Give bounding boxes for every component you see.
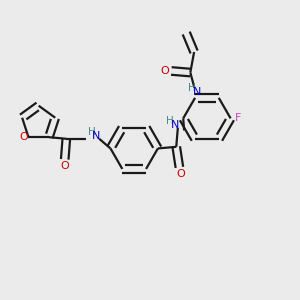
Text: H: H <box>188 83 196 93</box>
Text: N: N <box>170 120 179 130</box>
Text: H: H <box>88 127 95 137</box>
Text: O: O <box>20 132 28 142</box>
Text: O: O <box>177 169 185 179</box>
Text: O: O <box>60 161 69 171</box>
Text: N: N <box>193 87 201 97</box>
Text: F: F <box>234 113 241 123</box>
Text: O: O <box>160 66 169 76</box>
Text: N: N <box>92 131 100 141</box>
Text: H: H <box>166 116 174 126</box>
